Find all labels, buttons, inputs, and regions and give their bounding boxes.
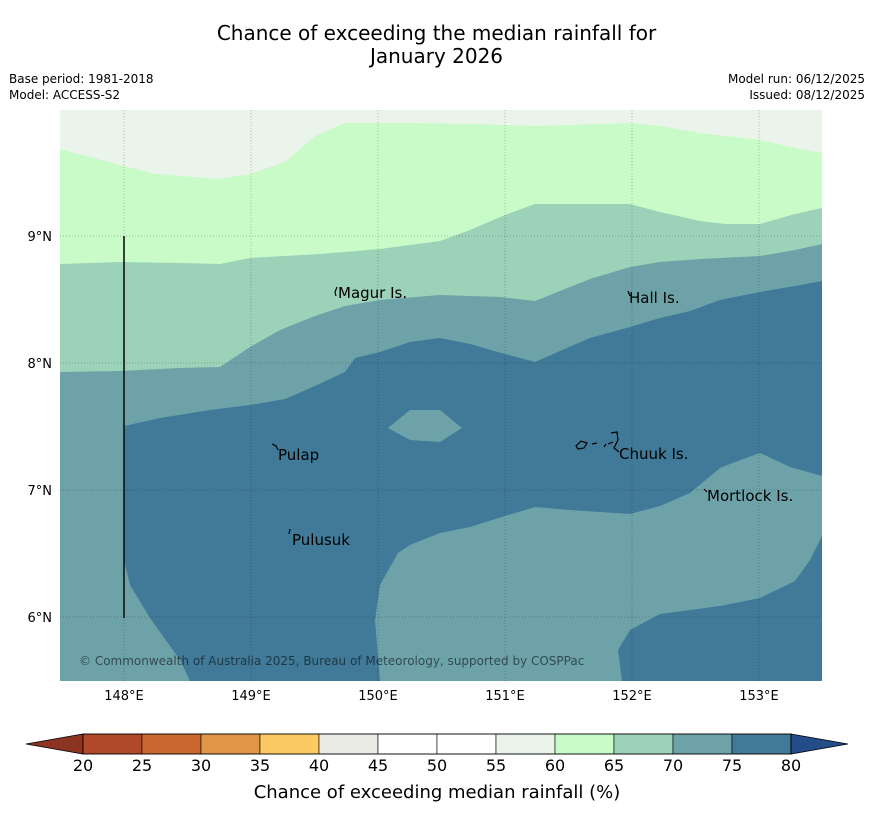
colorbar-cell xyxy=(554,733,615,755)
lat-tick-label: 6°N xyxy=(28,611,53,626)
lat-tick-label: 7°N xyxy=(28,484,53,499)
colorbar-cell xyxy=(672,733,733,755)
colorbar-cell xyxy=(377,733,438,755)
colorbar-cell xyxy=(200,733,261,755)
lon-tick-label: 150°E xyxy=(358,689,398,704)
colorbar-under-triangle xyxy=(25,733,84,755)
place-label: Pulap xyxy=(278,446,319,464)
title-line-1: Chance of exceeding the median rainfall … xyxy=(216,21,657,45)
colorbar-tick-label: 50 xyxy=(427,756,447,775)
place-label: Magur Is. xyxy=(338,284,407,302)
colorbar-tick-label: 75 xyxy=(722,756,742,775)
colorbar-cell xyxy=(731,733,792,755)
base-period: Base period: 1981-2018 xyxy=(9,72,154,86)
colorbar-tick-label: 70 xyxy=(663,756,683,775)
colorbar-frame xyxy=(82,733,792,755)
pulusuk-outline xyxy=(288,528,291,535)
colorbar-cell xyxy=(495,733,556,755)
colorbar-tick-label: 45 xyxy=(368,756,388,775)
colorbar-tick-label: 35 xyxy=(250,756,270,775)
lon-tick-label: 151°E xyxy=(485,689,525,704)
lon-tick-label: 149°E xyxy=(231,689,271,704)
title-line-2: January 2026 xyxy=(369,44,504,68)
place-labels: Magur Is. Hall Is. Pulap Chuuk Is. Mortl… xyxy=(278,284,793,549)
lon-tick-label: 148°E xyxy=(104,689,144,704)
model-name: Model: ACCESS-S2 xyxy=(9,88,121,102)
place-label: Pulusuk xyxy=(292,531,350,549)
meta-left: Base period: 1981-2018 Model: ACCESS-S2 xyxy=(9,71,154,103)
colorbar-cell xyxy=(259,733,320,755)
colorbar-tick-label: 40 xyxy=(309,756,329,775)
colorbar-tick-label: 25 xyxy=(132,756,152,775)
colorbar-over-triangle xyxy=(790,733,849,755)
mortlock-outline xyxy=(703,488,708,493)
lon-tick-label: 152°E xyxy=(612,689,652,704)
colorbar-tick-label: 55 xyxy=(486,756,506,775)
lat-tick-labels: 9°N 8°N 7°N 6°N xyxy=(28,230,53,626)
region-70-75-spot xyxy=(388,410,462,442)
place-label: Hall Is. xyxy=(629,289,680,307)
chuuk-outline xyxy=(575,431,620,453)
lat-tick-label: 9°N xyxy=(28,230,53,245)
map-area xyxy=(60,110,822,681)
pulap-outline xyxy=(271,443,279,451)
colorbar-title: Chance of exceeding median rainfall (%) xyxy=(254,782,621,803)
island-outlines xyxy=(271,286,708,535)
magur-outline xyxy=(334,286,338,297)
colorbar-cell xyxy=(436,733,497,755)
colorbar-tick-label: 20 xyxy=(73,756,93,775)
hall-outline xyxy=(627,290,631,297)
lon-tick-labels: 148°E 149°E 150°E 151°E 152°E 153°E xyxy=(104,689,779,704)
colorbar: 20 25 30 35 40 45 50 55 60 65 70 75 80 C… xyxy=(25,733,849,803)
issued-date: Issued: 08/12/2025 xyxy=(749,88,865,102)
colorbar-tick-label: 65 xyxy=(604,756,624,775)
colorbar-tick-label: 30 xyxy=(191,756,211,775)
colorbar-cell xyxy=(318,733,379,755)
colorbar-cell xyxy=(613,733,674,755)
colorbar-cells xyxy=(82,733,792,755)
colorbar-cell xyxy=(141,733,202,755)
place-label: Mortlock Is. xyxy=(707,487,793,505)
colorbar-tick-label: 80 xyxy=(781,756,801,775)
copyright-notice: © Commonwealth of Australia 2025, Bureau… xyxy=(79,654,584,668)
meta-right: Model run: 06/12/2025 Issued: 08/12/2025 xyxy=(728,71,865,103)
graticule xyxy=(60,110,822,681)
map-title: Chance of exceeding the median rainfall … xyxy=(0,22,873,68)
region-70-75-south xyxy=(375,453,822,681)
colorbar-tick-label: 60 xyxy=(545,756,565,775)
place-label: Chuuk Is. xyxy=(619,445,688,463)
colorbar-cell xyxy=(82,733,143,755)
model-run-date: Model run: 06/12/2025 xyxy=(727,72,865,86)
colorbar-tick-labels: 20 25 30 35 40 45 50 55 60 65 70 75 80 xyxy=(73,756,801,775)
lat-tick-label: 8°N xyxy=(28,357,53,372)
lon-tick-label: 153°E xyxy=(739,689,779,704)
